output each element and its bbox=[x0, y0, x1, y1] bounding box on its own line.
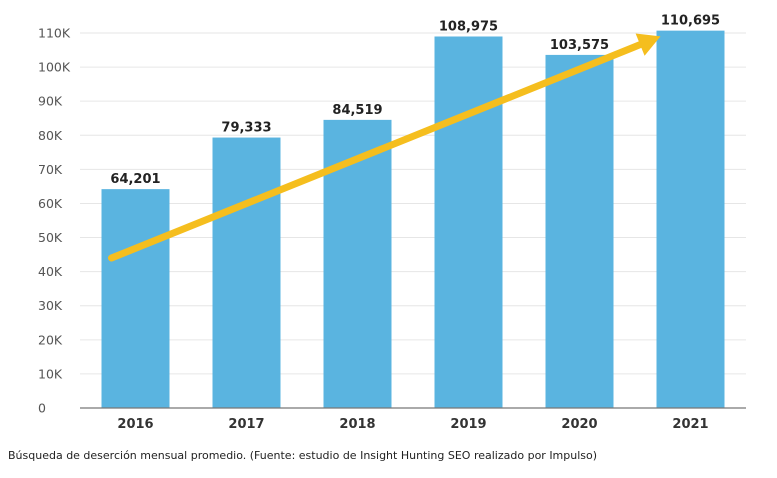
x-tick-label: 2016 bbox=[117, 417, 153, 432]
trend-arrow-head bbox=[635, 33, 661, 56]
y-tick-label: 110K bbox=[38, 26, 71, 41]
x-tick-label: 2018 bbox=[339, 417, 375, 432]
x-tick-label: 2019 bbox=[450, 417, 486, 432]
y-tick-label: 70K bbox=[38, 162, 63, 177]
y-tick-label: 50K bbox=[38, 230, 63, 245]
data-label-2017: 79,333 bbox=[221, 121, 271, 136]
bar-2018 bbox=[323, 119, 392, 409]
y-tick-label: 30K bbox=[38, 298, 63, 313]
trend-arrow-shaft bbox=[108, 41, 644, 262]
y-tick-label: 60K bbox=[38, 196, 63, 211]
y-tick-label: 10K bbox=[38, 366, 63, 381]
y-tick-label: 20K bbox=[38, 332, 63, 347]
x-tick-label: 2017 bbox=[228, 417, 264, 432]
x-tick-label: 2020 bbox=[561, 417, 597, 432]
bar-2016 bbox=[101, 189, 170, 408]
y-tick-label: 40K bbox=[38, 264, 63, 279]
data-label-2016: 64,201 bbox=[110, 172, 160, 187]
y-tick-label: 100K bbox=[38, 60, 71, 75]
bar-chart: 0 10K 20K 30K 40K 50K 60K 70K 80K 90K 100K 110K 64,2… bbox=[38, 14, 746, 432]
bar-2021 bbox=[656, 30, 725, 409]
data-label-2018: 84,519 bbox=[332, 103, 382, 118]
data-label-2020: 103,575 bbox=[550, 38, 609, 53]
data-label-2021: 110,695 bbox=[661, 14, 720, 29]
y-tick-label: 90K bbox=[38, 94, 63, 109]
x-tick-label: 2021 bbox=[672, 417, 708, 432]
bar-2017 bbox=[212, 137, 281, 409]
data-label-2019: 108,975 bbox=[439, 19, 498, 34]
y-tick-label: 0 bbox=[38, 401, 46, 416]
bar-2019 bbox=[434, 36, 503, 408]
y-tick-label: 80K bbox=[38, 128, 63, 143]
figure-caption: Búsqueda de deserción mensual promedio. … bbox=[8, 449, 598, 462]
bar-2020 bbox=[545, 54, 614, 408]
